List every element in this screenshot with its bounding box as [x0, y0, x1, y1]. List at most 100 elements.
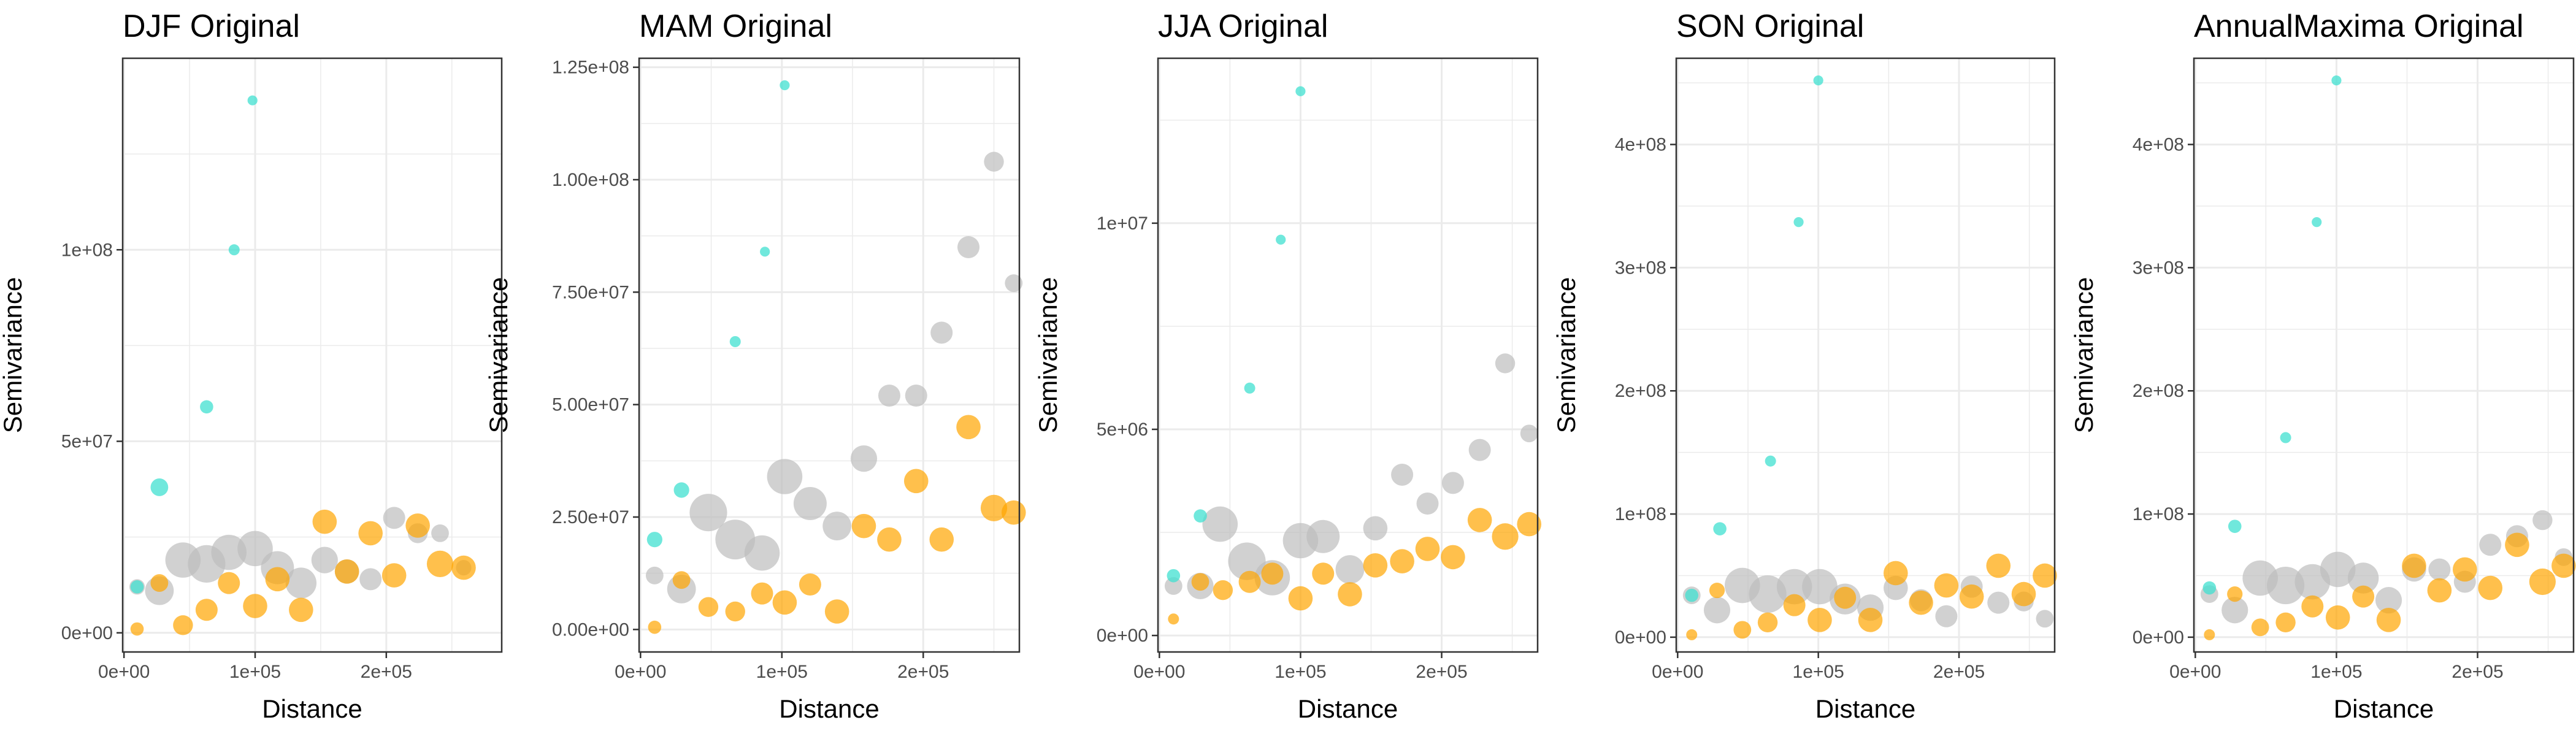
data-point-orange	[1338, 582, 1362, 607]
data-point-teal	[150, 478, 169, 496]
data-point-gray	[1495, 353, 1516, 374]
panel-border	[1675, 57, 2056, 653]
data-point-orange	[426, 550, 454, 577]
plot-background	[639, 58, 1019, 652]
data-point-gray	[1776, 569, 1812, 605]
data-point-orange	[173, 615, 193, 635]
data-point-orange	[1363, 553, 1388, 578]
y-tick-label: 0e+00	[1615, 627, 1666, 648]
x-tick-label: 2e+05	[897, 662, 949, 682]
data-point-teal	[646, 532, 662, 548]
x-tick-label: 1e+05	[1793, 662, 1844, 682]
data-point-gray	[957, 236, 980, 258]
data-point-orange	[1858, 607, 1883, 632]
chart-title: JJA Original	[1158, 9, 1328, 44]
data-point-gray	[1802, 569, 1838, 605]
data-points	[1682, 75, 2057, 640]
data-point-orange	[265, 567, 290, 592]
y-tick-label: 1e+07	[1097, 213, 1148, 234]
data-point-orange	[381, 563, 407, 588]
data-point-orange	[956, 415, 981, 440]
data-point-orange	[672, 571, 691, 589]
data-point-gray	[1164, 577, 1183, 595]
data-points	[645, 80, 1026, 634]
data-point-gray	[930, 321, 953, 344]
x-tick-label: 1e+05	[1275, 662, 1326, 682]
y-tick-label: 1e+08	[1615, 504, 1666, 524]
data-point-gray	[2428, 558, 2451, 581]
y-tick-label: 2e+08	[1615, 381, 1666, 401]
data-point-gray	[2320, 551, 2356, 588]
data-point-gray	[1703, 597, 1731, 624]
y-tick-label: 1e+08	[61, 240, 113, 260]
data-point-orange	[1686, 629, 1698, 640]
data-point-orange	[358, 521, 383, 546]
data-point-gray	[2036, 610, 2054, 628]
data-point-orange	[1909, 590, 1933, 615]
data-point-orange	[980, 494, 1008, 521]
data-point-orange	[1168, 613, 1179, 625]
data-point-orange	[130, 622, 144, 636]
data-point-orange	[243, 594, 267, 618]
data-point-gray	[1468, 439, 1491, 461]
data-point-orange	[1884, 561, 1908, 586]
data-point-orange	[2551, 553, 2576, 578]
data-point-orange	[2402, 553, 2426, 578]
data-point-gray	[1391, 463, 1414, 486]
data-point-orange	[824, 599, 849, 624]
data-point-gray	[1335, 555, 1365, 584]
x-tick-label: 0e+00	[98, 662, 150, 682]
data-point-gray	[2375, 587, 2402, 614]
y-tick-label: 4e+08	[2133, 135, 2184, 155]
data-point-teal	[1765, 455, 1776, 467]
y-axis-label: Semivariance	[0, 277, 27, 433]
data-point-orange	[2033, 563, 2057, 588]
data-point-gray	[2221, 597, 2248, 624]
data-point-gray	[689, 494, 727, 532]
data-point-teal	[780, 80, 790, 91]
data-point-orange	[1517, 512, 1541, 537]
chart-title: DJF Original	[123, 9, 300, 44]
data-point-orange	[1415, 537, 1440, 561]
x-axis-label: Distance	[262, 694, 362, 723]
y-tick-label: 0e+00	[61, 623, 113, 643]
data-point-orange	[2352, 585, 2375, 608]
x-tick-label: 1e+05	[229, 662, 281, 682]
data-points	[1164, 86, 1541, 625]
data-point-orange	[1238, 570, 1261, 593]
panel-2: 0e+00 1e+05 2e+05 0.00e+00 2.50e+07 5.00e+07 7…	[484, 9, 1026, 723]
data-point-orange	[2325, 605, 2350, 630]
data-point-teal	[1713, 522, 1727, 535]
x-tick-label: 2e+05	[361, 662, 412, 682]
data-point-teal	[673, 482, 689, 498]
x-tick-label: 2e+05	[2451, 662, 2503, 682]
data-point-gray	[822, 512, 852, 541]
data-point-gray	[878, 385, 900, 407]
data-point-orange	[725, 601, 745, 622]
data-point-orange	[2376, 607, 2401, 632]
gridlines	[1158, 58, 1538, 652]
data-point-teal	[2331, 75, 2342, 86]
data-point-teal	[2202, 581, 2217, 595]
data-point-gray	[2266, 566, 2305, 605]
data-point-gray	[1202, 506, 1238, 542]
data-point-orange	[2505, 532, 2529, 558]
x-tick-label: 0e+00	[1133, 662, 1185, 682]
data-point-teal	[1295, 86, 1306, 96]
data-point-orange	[2204, 629, 2215, 640]
panel-border	[1157, 57, 1539, 653]
data-point-teal	[130, 580, 144, 594]
data-point-orange	[1492, 523, 1519, 550]
data-point-orange	[1390, 549, 1414, 573]
data-point-orange	[2427, 578, 2452, 603]
data-point-orange	[799, 573, 821, 596]
data-point-orange	[1441, 545, 1465, 570]
y-tick-label: 2e+08	[2133, 381, 2184, 401]
data-point-orange	[2011, 581, 2036, 607]
x-tick-label: 1e+05	[756, 662, 808, 682]
data-point-orange	[405, 513, 430, 538]
x-tick-label: 0e+00	[615, 662, 666, 682]
data-point-teal	[1194, 509, 1207, 523]
data-point-gray	[744, 535, 780, 571]
